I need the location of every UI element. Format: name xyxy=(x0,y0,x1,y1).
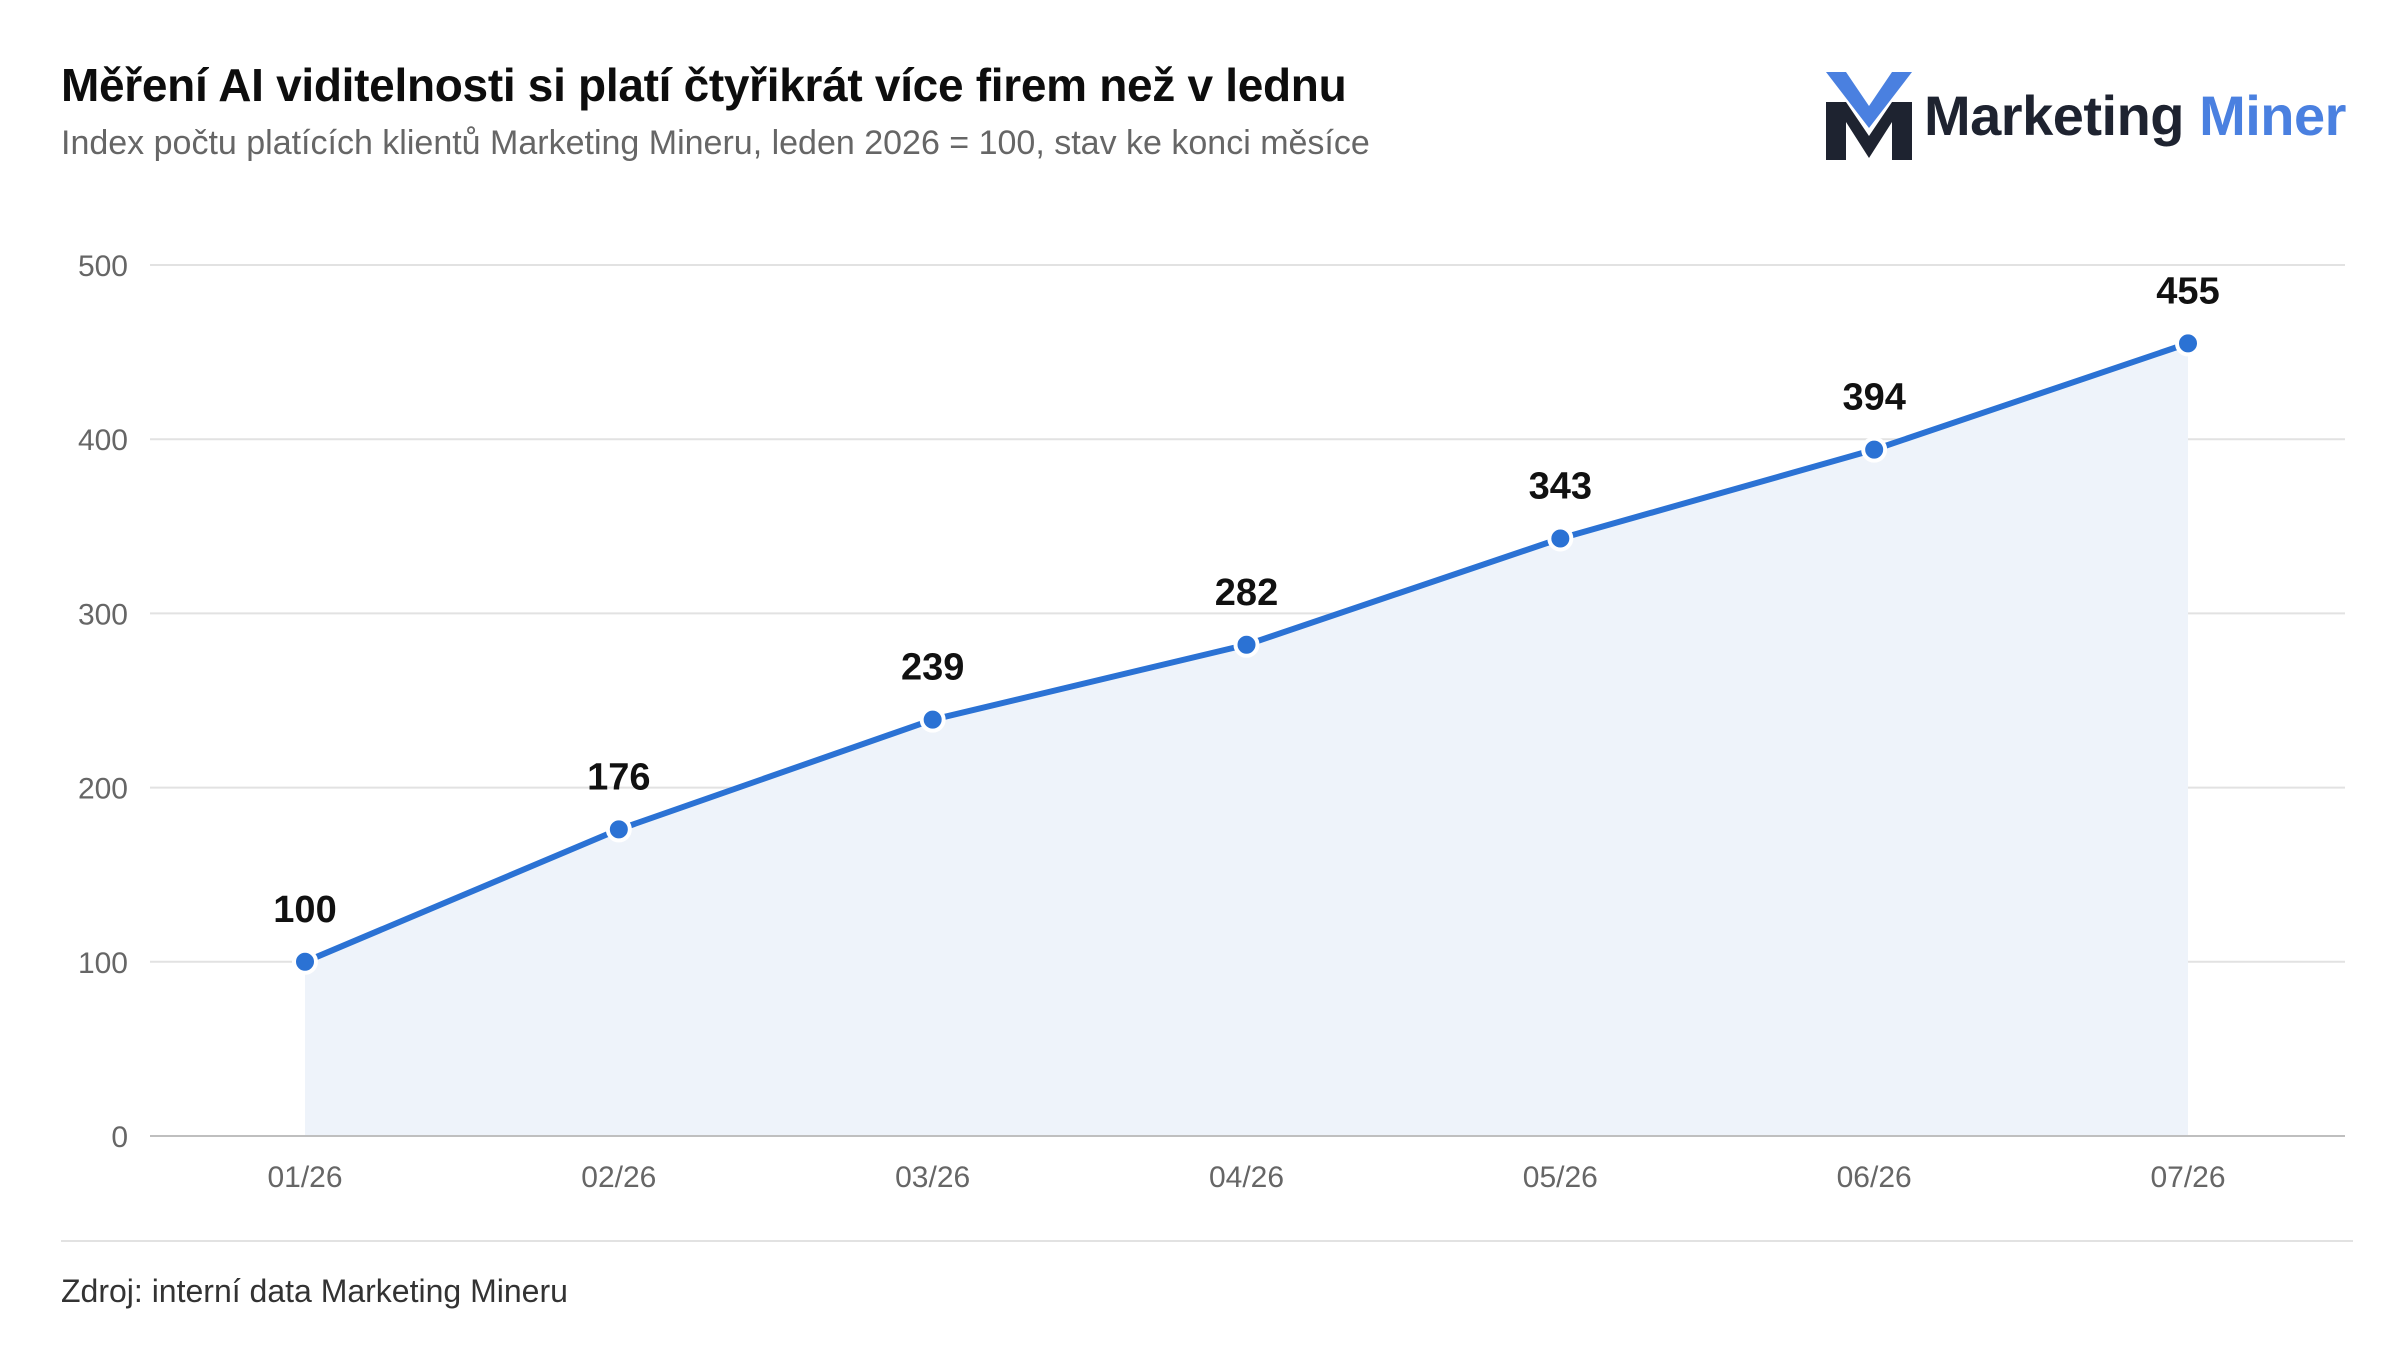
data-point xyxy=(919,706,946,733)
area-fill-layer xyxy=(305,343,2188,1136)
y-tick-label: 300 xyxy=(78,598,128,631)
y-tick-label: 500 xyxy=(78,250,128,283)
data-label: 394 xyxy=(1842,377,1905,419)
chart-subtitle: Index počtu platících klientů Marketing … xyxy=(61,124,1370,163)
x-tick-label: 05/26 xyxy=(1523,1161,1598,1194)
data-point xyxy=(1547,525,1574,552)
data-label: 176 xyxy=(587,756,650,798)
chart-header: Měření AI viditelnosti si platí čtyřikrá… xyxy=(61,58,1761,164)
data-point xyxy=(1233,631,1260,658)
area-fill xyxy=(305,343,2188,1136)
x-tick-label: 03/26 xyxy=(895,1161,970,1194)
x-tick-label: 01/26 xyxy=(267,1161,342,1194)
x-tick-label: 04/26 xyxy=(1209,1161,1284,1194)
y-tick-label: 0 xyxy=(111,1121,128,1154)
brand-word-marketing: Marketing xyxy=(1924,84,2185,147)
data-label: 100 xyxy=(273,889,336,931)
chart-title: Měření AI viditelnosti si platí čtyřikrá… xyxy=(61,59,1347,111)
data-label: 343 xyxy=(1529,465,1592,507)
source-note: Zdroj: interní data Marketing Mineru xyxy=(61,1273,568,1309)
brand-name: Marketing Miner xyxy=(1924,88,2346,144)
x-tick-label: 06/26 xyxy=(1837,1161,1912,1194)
data-point-markers xyxy=(292,330,2201,975)
data-point xyxy=(1861,436,1888,463)
data-point xyxy=(2175,330,2201,357)
data-label: 282 xyxy=(1215,572,1278,614)
data-label: 455 xyxy=(2156,270,2219,312)
y-tick-label: 200 xyxy=(78,773,128,806)
brand-logo: Marketing Miner xyxy=(1824,68,2346,164)
x-tick-label: 07/26 xyxy=(2150,1161,2225,1194)
data-label: 239 xyxy=(901,647,964,689)
y-tick-label: 400 xyxy=(78,424,128,457)
brand-word-miner: Miner xyxy=(2199,84,2346,147)
data-labels: 100 176 239 282 343 394 455 xyxy=(273,270,2219,930)
y-tick-label: 100 xyxy=(78,947,128,980)
data-point xyxy=(292,948,318,975)
data-point xyxy=(605,816,632,843)
axes: 0 100 200 300 400 500 01/26 02/26 03/26 04/26 05/2… xyxy=(78,250,2345,1194)
footer-divider xyxy=(61,1240,2353,1242)
marketing-miner-m-icon xyxy=(1826,72,1912,160)
x-tick-label: 02/26 xyxy=(581,1161,656,1194)
